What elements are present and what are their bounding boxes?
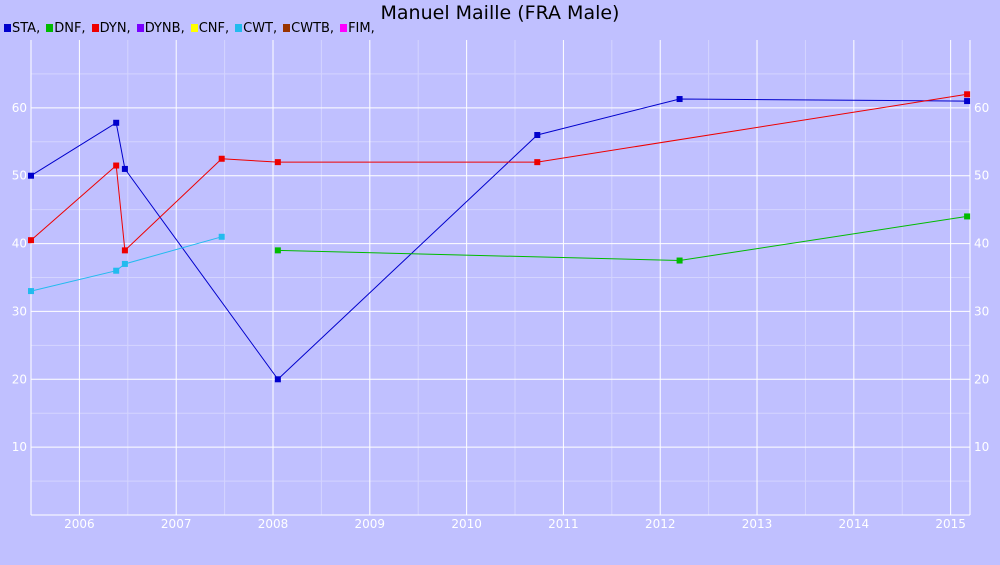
series-line-cwt <box>30 236 222 292</box>
legend-item-cnf: CNF, <box>190 20 230 36</box>
y-tick-label-left: 50 <box>12 169 27 183</box>
y-tick-label-right: 30 <box>974 304 989 318</box>
legend-label-dynb: DYNB, <box>144 20 185 36</box>
x-tick-label: 2015 <box>935 517 966 531</box>
y-tick-label-right: 60 <box>974 101 989 115</box>
x-tick-label: 2013 <box>742 517 773 531</box>
data-point-cwt <box>113 267 120 274</box>
legend-swatch-dnf <box>46 24 54 32</box>
x-tick-label: 2010 <box>451 517 482 531</box>
data-point-sta <box>121 165 128 172</box>
legend-label-cwt: CWT, <box>243 20 278 36</box>
data-point-dyn <box>534 159 541 166</box>
x-tick-label: 2011 <box>548 517 579 531</box>
data-point-sta <box>676 96 683 103</box>
data-point-dyn <box>113 162 120 169</box>
y-tick-label-left: 30 <box>12 304 27 318</box>
legend-swatch-fim <box>340 24 348 32</box>
series-line-dyn <box>30 93 968 252</box>
y-tick-label-left: 20 <box>12 372 27 386</box>
series-line-sta <box>30 98 968 381</box>
y-tick-label-left: 10 <box>12 440 27 454</box>
legend-swatch-cwtb <box>283 24 291 32</box>
legend-swatch-dyn <box>91 24 99 32</box>
data-point-cwt <box>28 288 34 295</box>
y-tick-label-right: 50 <box>974 169 989 183</box>
x-tick-label: 2006 <box>64 517 95 531</box>
data-point-sta <box>28 172 34 179</box>
legend-item-dynb: DYNB, <box>136 20 185 36</box>
x-tick-label: 2008 <box>258 517 289 531</box>
x-tick-label: 2007 <box>161 517 192 531</box>
legend-swatch-cnf <box>190 24 198 32</box>
legend-swatch-dynb <box>136 24 144 32</box>
legend-label-cwtb: CWTB, <box>291 20 335 36</box>
data-point-dyn <box>964 91 971 98</box>
data-point-dyn <box>274 159 281 166</box>
legend-item-fim: FIM, <box>340 21 375 36</box>
data-point-dyn <box>121 247 128 254</box>
data-point-sta <box>113 119 120 126</box>
legend-swatch-sta <box>4 24 11 32</box>
data-point-cwt <box>121 260 128 267</box>
y-tick-label-left: 60 <box>12 101 27 115</box>
legend-item-sta: STA, <box>4 21 40 36</box>
data-point-dnf <box>964 213 971 220</box>
data-point-sta <box>274 376 281 383</box>
legend-item-cwtb: CWTB, <box>283 21 334 36</box>
data-point-dyn <box>28 237 34 244</box>
data-point-dnf <box>676 257 683 264</box>
legend-label-dnf: DNF, <box>54 20 86 36</box>
x-tick-label: 2014 <box>839 517 870 531</box>
data-point-sta <box>534 132 541 138</box>
data-point-sta <box>964 98 971 105</box>
legend-swatch-cwt <box>235 24 243 32</box>
data-point-dnf <box>274 247 281 254</box>
legend-label-fim: FIM, <box>348 20 375 36</box>
y-tick-label-right: 40 <box>974 237 989 251</box>
data-point-dyn <box>218 155 225 162</box>
x-tick-label: 2009 <box>355 517 386 531</box>
chart-title: Manuel Maille (FRA Male) <box>380 2 620 24</box>
legend-label-dyn: DYN, <box>99 20 131 36</box>
legend-label-cnf: CNF, <box>198 20 230 36</box>
data-point-cwt <box>218 233 225 240</box>
legend-item-dnf: DNF, <box>46 20 86 36</box>
series-line-dnf <box>277 215 968 262</box>
y-tick-label-left: 40 <box>12 237 27 251</box>
legend: STA, DNF, DYN, DYNB, CNF, CWT, CWTB, FI <box>4 20 381 36</box>
legend-label-sta: STA, <box>12 20 41 36</box>
legend-item-cwt: CWT, <box>235 21 277 36</box>
legend-item-dyn: DYN, <box>91 20 131 36</box>
y-tick-label-right: 20 <box>974 372 989 386</box>
x-tick-label: 2012 <box>645 517 676 531</box>
y-tick-label-right: 10 <box>974 440 989 454</box>
